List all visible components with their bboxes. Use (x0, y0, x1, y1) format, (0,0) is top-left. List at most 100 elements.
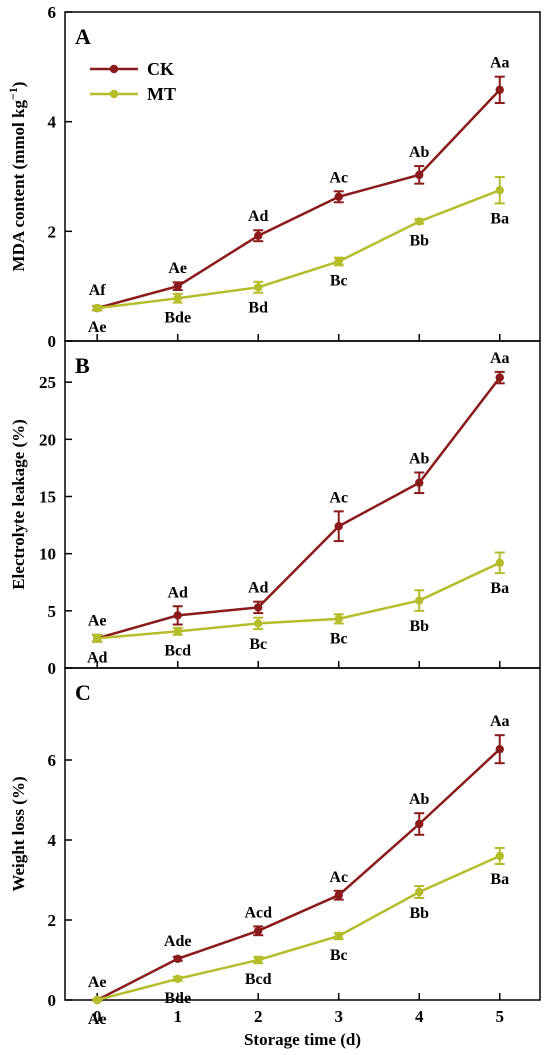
significance-label: Ae (168, 260, 187, 277)
data-point (495, 186, 504, 195)
panel-letter: A (75, 24, 91, 49)
significance-label: Bc (330, 947, 348, 964)
data-point (334, 931, 343, 941)
data-point (334, 614, 343, 624)
legend-swatch-marker (109, 64, 119, 74)
legend: CK MT (90, 59, 176, 104)
y-axis-title: MDA content (mmol kg−1) (6, 82, 28, 272)
significance-label: Ae (88, 612, 107, 629)
data-point (173, 611, 182, 620)
panel-letter: B (75, 353, 90, 378)
y-tick-label: 4 (48, 831, 57, 850)
y-axis-title-main: Electrolyte leakage (%) (9, 419, 28, 590)
significance-label: Ae (88, 974, 107, 991)
panel-C: 0 2 4 6 Weight loss (%) C Ae Ade Acd Ac Ab Aa Ae Bde B… (9, 667, 541, 1049)
data-point (415, 819, 424, 829)
significance-label: Ad (248, 208, 269, 225)
significance-label: Ac (329, 169, 348, 186)
data-point (173, 281, 182, 291)
significance-label: Af (89, 282, 107, 299)
significance-label: Bb (409, 232, 429, 249)
significance-label: Ba (490, 210, 509, 227)
series-line (96, 89, 501, 310)
significance-label: Ba (490, 580, 509, 597)
y-axis-title-close: ) (9, 82, 28, 88)
y-tick-label: 15 (39, 487, 56, 506)
significance-label: Bd (248, 300, 268, 317)
panel-frame (64, 340, 541, 669)
y-axis-title: Electrolyte leakage (%) (9, 419, 28, 590)
y-tick-label: 5 (48, 602, 57, 621)
legend-swatch-marker (109, 89, 119, 99)
data-point (415, 887, 424, 897)
significance-label: Ae (88, 1011, 107, 1028)
legend-entry: CK (147, 59, 174, 79)
data-point (254, 926, 263, 935)
series-line (96, 376, 501, 640)
panel-letter: C (75, 680, 91, 705)
data-point (334, 192, 343, 201)
y-tick-label: 2 (48, 911, 57, 930)
y-tick-label: 25 (39, 373, 56, 392)
significance-label: Bcd (164, 642, 191, 659)
y-tick-label: 2 (48, 222, 57, 241)
data-point (93, 995, 102, 1005)
panel-frame (64, 667, 541, 1001)
y-tick-label: 0 (48, 332, 57, 351)
y-axis-title-main: Weight loss (%) (9, 776, 28, 891)
data-point (334, 257, 343, 266)
data-point (495, 373, 504, 382)
significance-label: Ab (409, 791, 430, 808)
series-mt: Ae Bde Bcd Bc Bb Ba (88, 847, 509, 1028)
significance-label: Bb (409, 618, 429, 635)
significance-label: Ac (329, 869, 348, 886)
data-point (173, 627, 182, 636)
data-point (254, 603, 263, 612)
panel-A: 0 2 4 6 MDA content (mmol kg−1) A Af Ae Ad Ac Ab Aa… (6, 3, 541, 351)
significance-label: Aa (490, 55, 510, 72)
significance-label: Ae (88, 319, 107, 336)
significance-label: Bc (330, 630, 348, 647)
significance-label: Ad (248, 580, 269, 597)
data-point (415, 217, 424, 226)
significance-label: Ad (87, 649, 108, 666)
significance-label: Bcd (245, 971, 272, 988)
y-axis-title-superscript: −1 (6, 87, 20, 100)
data-point (495, 85, 504, 95)
panel-frame (64, 11, 541, 342)
significance-label: Ad (167, 584, 188, 601)
data-point (415, 170, 424, 180)
significance-label: Ab (409, 450, 430, 467)
significance-label: Ade (164, 933, 192, 950)
x-axis-title: Storage time (d) (244, 1030, 361, 1049)
significance-label: Ab (409, 144, 430, 161)
significance-label: Acd (244, 904, 272, 921)
series-mt: Ad Bcd Bc Bc Bb Ba (87, 551, 509, 666)
significance-label: Bc (249, 636, 267, 653)
data-point (254, 619, 263, 628)
data-point (254, 955, 263, 965)
data-point (173, 954, 182, 963)
y-tick-label: 0 (48, 991, 57, 1010)
series-line (96, 748, 501, 1002)
legend-entry: MT (147, 84, 176, 104)
significance-label: Bde (164, 990, 191, 1007)
data-point (93, 634, 102, 643)
data-point (495, 851, 504, 861)
y-axis-title-main: MDA content (mmol kg (9, 100, 28, 272)
series-ck: Ae Ade Acd Ac Ab Aa (88, 713, 510, 1005)
significance-label: Bde (164, 310, 191, 327)
y-axis-title: Weight loss (%) (9, 776, 28, 891)
x-tick-label: 5 (495, 1007, 504, 1026)
significance-label: Ac (329, 489, 348, 506)
y-tick-label: 10 (39, 545, 56, 564)
series-line (97, 189, 501, 310)
data-point (334, 522, 343, 531)
series-mt: Ae Bde Bd Bc Bb Ba (88, 176, 509, 336)
significance-label: Aa (490, 350, 510, 367)
y-tick-label: 4 (48, 113, 57, 132)
x-tick-label: 3 (334, 1007, 343, 1026)
data-point (173, 974, 182, 983)
data-point (495, 558, 504, 568)
